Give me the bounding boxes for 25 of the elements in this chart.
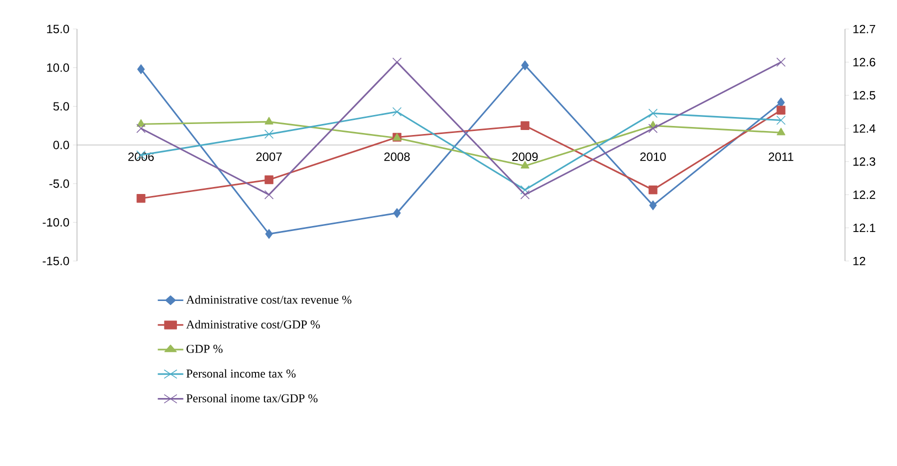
y2-tick-label: 12 [853, 256, 866, 266]
y-tick-label: 5.0 [53, 102, 70, 111]
y2-tick-label: 12.2 [853, 190, 876, 199]
y-tick-label: -5.0 [49, 179, 70, 188]
legend-label: Administrative cost/tax revenue % [186, 295, 352, 304]
y2-tick-label: 12.4 [853, 124, 876, 133]
y-tick-label: -15.0 [42, 256, 70, 266]
y2-tick-label: 12.3 [853, 157, 876, 166]
y2-tick-label: 12.5 [853, 91, 876, 100]
y-tick-label: 0.0 [53, 140, 70, 150]
y-tick-label: -10.0 [42, 218, 70, 227]
legend-label: Personal income tax % [186, 369, 296, 378]
y2-tick-label: 12.6 [853, 58, 876, 66]
y2-tick-label: 12.1 [853, 224, 876, 232]
x-tick-label: 2007 [256, 152, 282, 161]
x-tick-label: 2009 [512, 152, 538, 161]
x-tick-label: 2010 [640, 152, 666, 161]
y-tick-label: 10.0 [47, 63, 70, 72]
legend-label: Administrative cost/GDP % [186, 320, 320, 329]
y-tick-label: 15.0 [47, 24, 70, 34]
x-tick-label: 2008 [384, 152, 410, 161]
legend-label: Personal inome tax/GDP % [186, 394, 318, 402]
y2-tick-label: 12.7 [853, 24, 876, 34]
legend-label: GDP % [186, 344, 223, 353]
x-tick-label: 2011 [768, 152, 794, 161]
